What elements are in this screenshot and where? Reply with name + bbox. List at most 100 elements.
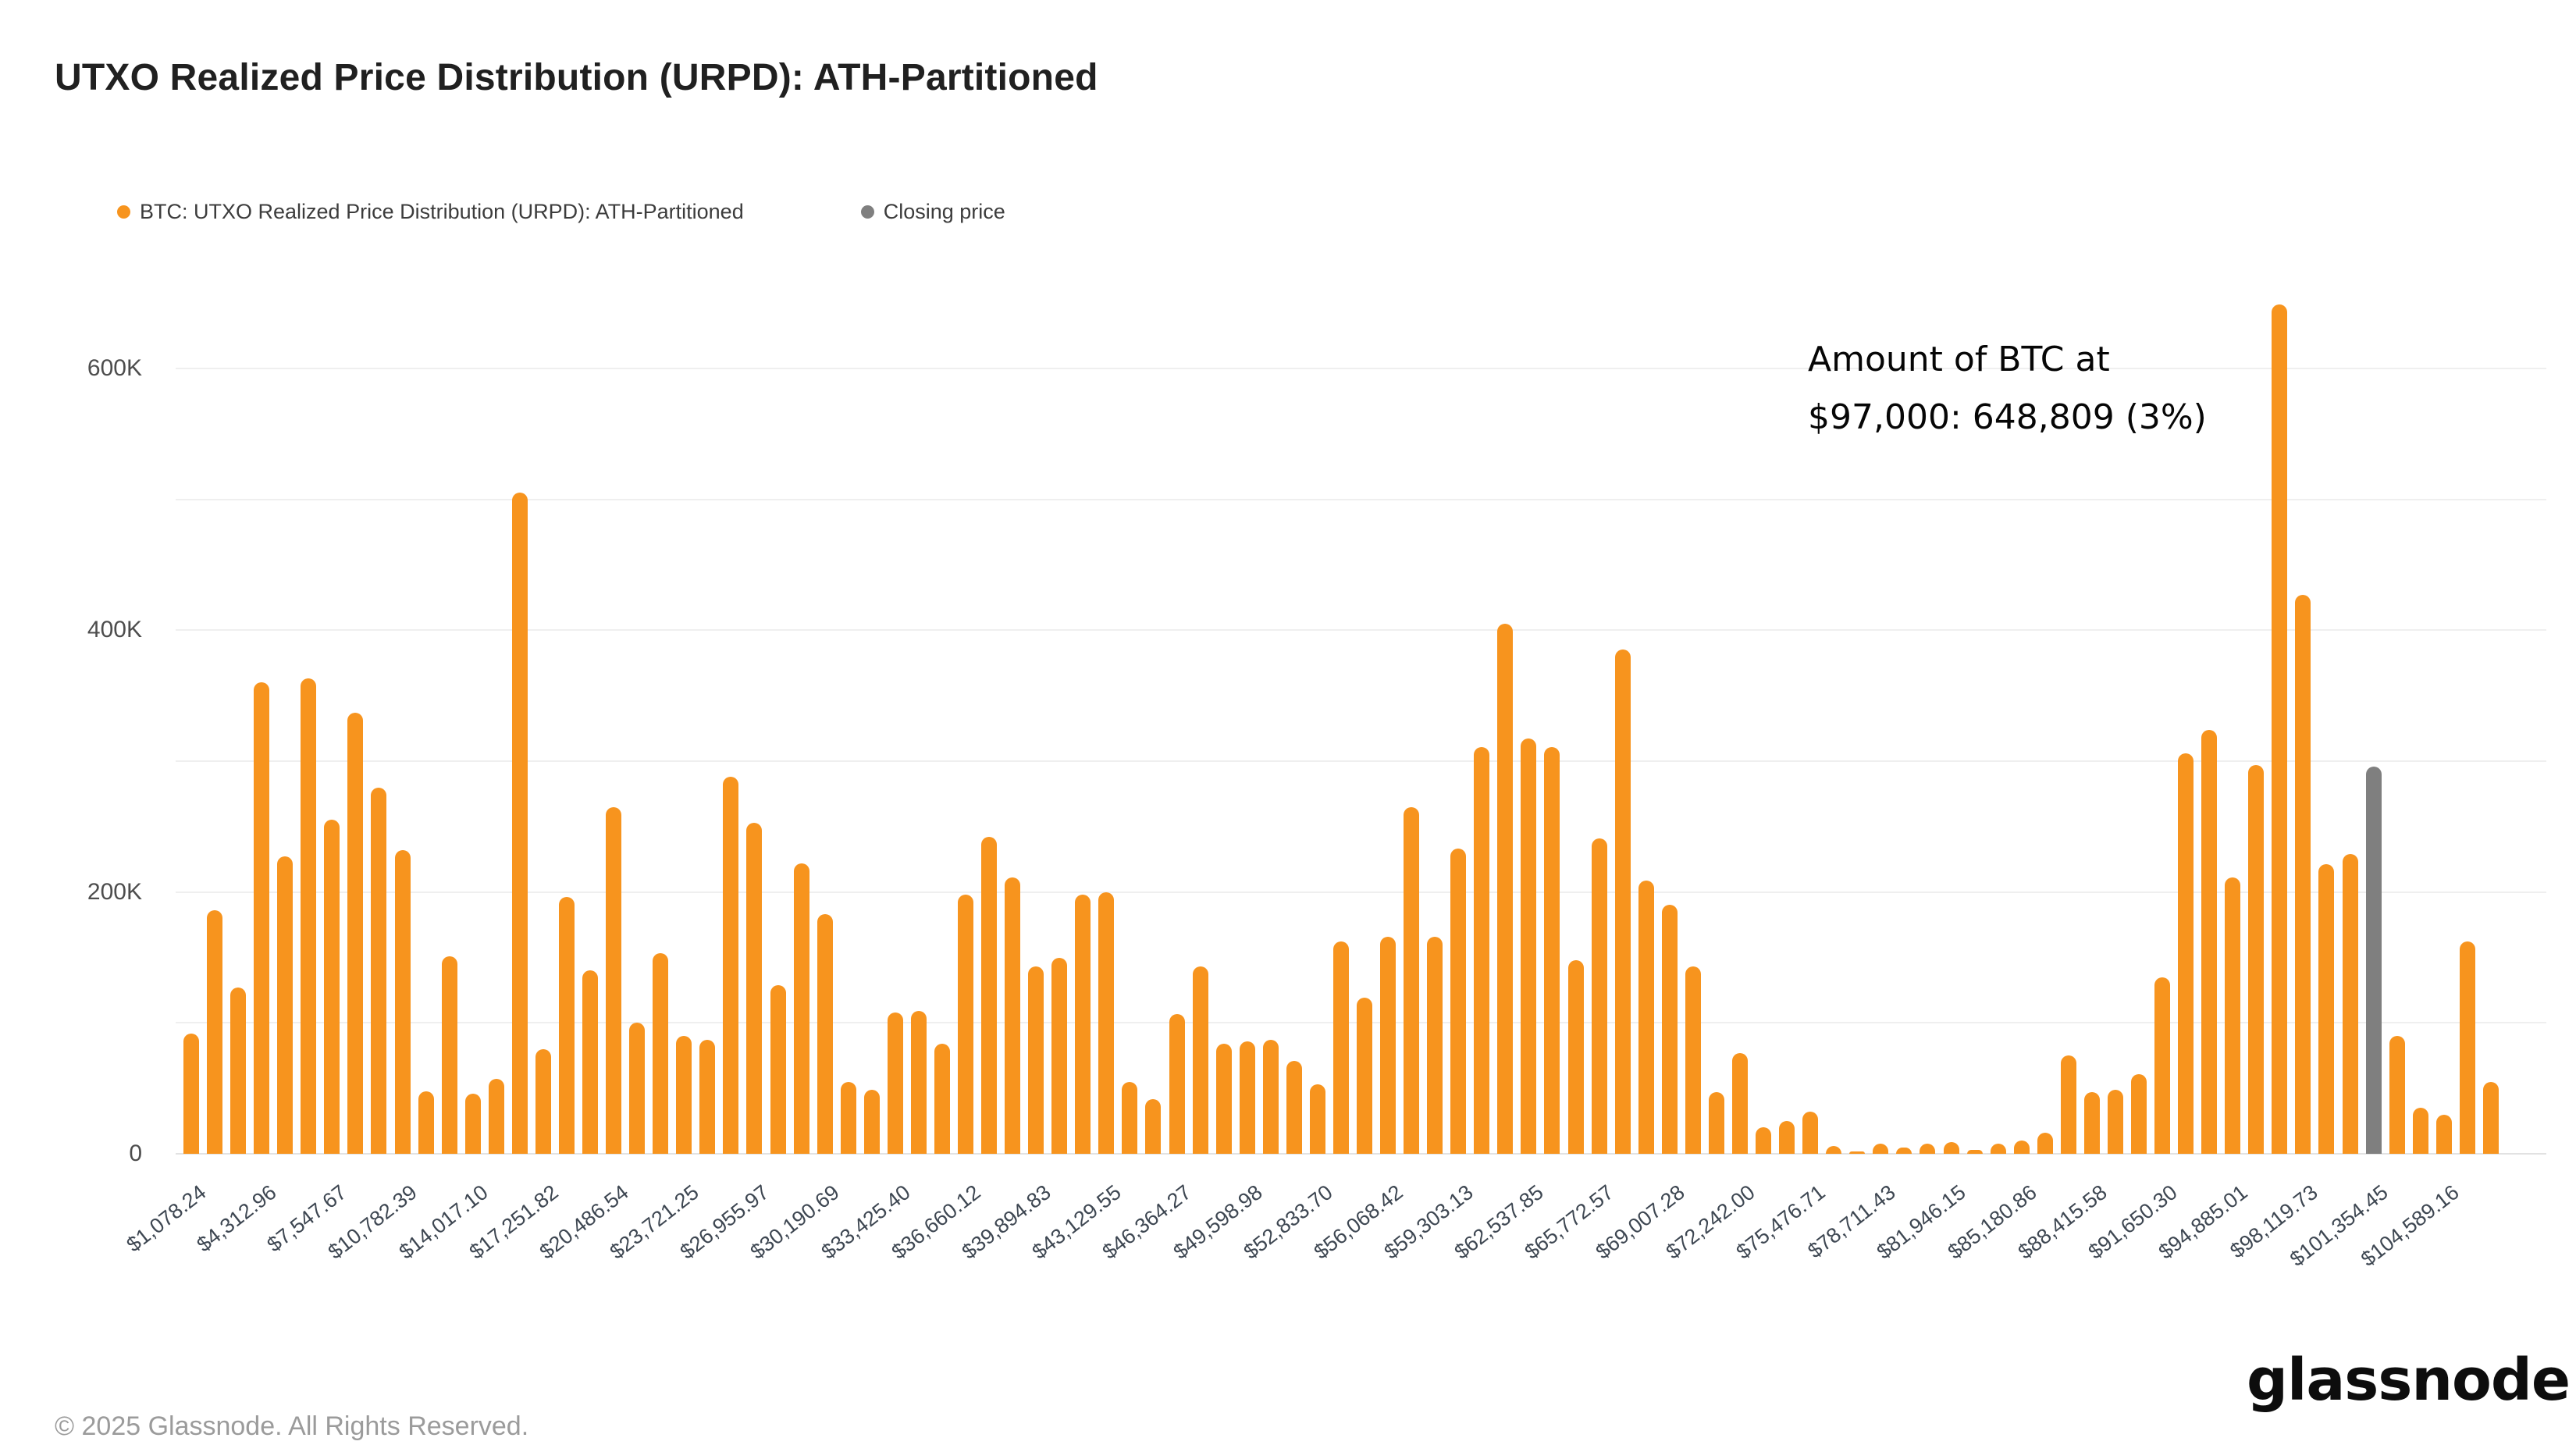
urpd-bar[interactable]	[1332, 941, 1349, 1154]
urpd-bar[interactable]	[535, 1048, 551, 1154]
urpd-bar[interactable]	[1708, 1092, 1724, 1154]
urpd-bar[interactable]	[1685, 966, 1701, 1154]
urpd-bar[interactable]	[2318, 864, 2335, 1154]
urpd-bar[interactable]	[1826, 1145, 1842, 1154]
urpd-bar[interactable]	[1779, 1121, 1795, 1154]
urpd-bar[interactable]	[1051, 957, 1068, 1154]
urpd-bar[interactable]	[1638, 880, 1654, 1154]
urpd-bar[interactable]	[910, 1011, 927, 1154]
urpd-bar[interactable]	[2013, 1141, 2030, 1154]
urpd-bar[interactable]	[1427, 936, 1443, 1154]
urpd-bar[interactable]	[2248, 765, 2265, 1154]
urpd-bar[interactable]	[863, 1089, 880, 1154]
urpd-bar[interactable]	[1380, 936, 1397, 1154]
urpd-bar[interactable]	[1661, 905, 1678, 1154]
urpd-bar[interactable]	[2037, 1133, 2053, 1154]
urpd-bar[interactable]	[2342, 854, 2358, 1154]
urpd-bar[interactable]	[817, 914, 833, 1154]
urpd-bar[interactable]	[606, 806, 622, 1154]
urpd-bar[interactable]	[347, 712, 364, 1154]
urpd-bar[interactable]	[1309, 1084, 1325, 1154]
urpd-bar[interactable]	[957, 895, 973, 1154]
urpd-bar[interactable]	[582, 970, 599, 1154]
urpd-bar[interactable]	[441, 956, 457, 1154]
legend-item-closing-price[interactable]: Closing price	[860, 200, 1005, 224]
urpd-bar[interactable]	[1005, 877, 1021, 1154]
urpd-bar[interactable]	[277, 856, 294, 1154]
urpd-bar[interactable]	[1544, 746, 1560, 1154]
urpd-bar[interactable]	[394, 850, 411, 1154]
legend-item-urpd[interactable]: BTC: UTXO Realized Price Distribution (U…	[117, 200, 744, 224]
urpd-bar[interactable]	[230, 988, 247, 1154]
urpd-bar[interactable]	[1521, 738, 1537, 1154]
urpd-bar[interactable]	[2435, 1114, 2452, 1154]
urpd-bar[interactable]	[1920, 1143, 1936, 1154]
urpd-bar[interactable]	[2060, 1055, 2076, 1154]
urpd-bar[interactable]	[1756, 1127, 1772, 1154]
urpd-bar[interactable]	[676, 1036, 692, 1154]
urpd-bar[interactable]	[1215, 1044, 1232, 1154]
urpd-bar[interactable]	[1966, 1149, 1983, 1154]
urpd-bar[interactable]	[1169, 1013, 1185, 1154]
urpd-bar[interactable]	[1262, 1040, 1279, 1154]
urpd-bar[interactable]	[1497, 623, 1514, 1154]
urpd-bar[interactable]	[1145, 1098, 1162, 1154]
urpd-bar[interactable]	[1474, 746, 1490, 1154]
urpd-bar[interactable]	[699, 1040, 716, 1154]
urpd-bar[interactable]	[653, 953, 669, 1154]
urpd-bar[interactable]	[2154, 977, 2171, 1154]
urpd-bar[interactable]	[1873, 1143, 1889, 1154]
urpd-bar[interactable]	[1990, 1143, 2006, 1154]
urpd-bar[interactable]	[840, 1081, 856, 1154]
urpd-bar[interactable]	[324, 820, 340, 1154]
urpd-bar[interactable]	[723, 777, 739, 1154]
urpd-bar[interactable]	[371, 787, 387, 1154]
urpd-bar[interactable]	[1614, 649, 1631, 1154]
urpd-bar[interactable]	[1075, 895, 1091, 1154]
urpd-bar[interactable]	[254, 682, 270, 1154]
urpd-bar[interactable]	[1028, 966, 1044, 1154]
urpd-bar[interactable]	[746, 822, 763, 1154]
urpd-bar[interactable]	[2389, 1036, 2405, 1154]
urpd-bar[interactable]	[1098, 891, 1115, 1154]
urpd-bar[interactable]	[183, 1033, 199, 1154]
urpd-bar[interactable]	[488, 1079, 504, 1154]
urpd-bar[interactable]	[418, 1091, 434, 1154]
urpd-bar[interactable]	[301, 678, 317, 1154]
urpd-bar[interactable]	[2083, 1092, 2100, 1154]
urpd-bar[interactable]	[981, 837, 998, 1154]
urpd-bar[interactable]	[1731, 1052, 1748, 1154]
urpd-bar[interactable]	[1896, 1147, 1912, 1154]
urpd-bar[interactable]	[1802, 1112, 1819, 1154]
urpd-bar[interactable]	[511, 493, 528, 1154]
urpd-bar[interactable]	[1404, 806, 1420, 1154]
urpd-bar[interactable]	[934, 1044, 950, 1154]
urpd-bar[interactable]	[2482, 1081, 2499, 1154]
urpd-bar[interactable]	[2201, 729, 2218, 1154]
urpd-bar[interactable]	[2225, 877, 2241, 1154]
urpd-bar[interactable]	[2295, 595, 2311, 1154]
urpd-bar[interactable]	[2272, 304, 2288, 1154]
urpd-bar[interactable]	[2412, 1108, 2428, 1154]
urpd-bar[interactable]	[1239, 1041, 1255, 1154]
urpd-bar[interactable]	[2459, 941, 2475, 1154]
urpd-bar[interactable]	[629, 1023, 646, 1154]
urpd-bar[interactable]	[1357, 998, 1372, 1154]
urpd-bar[interactable]	[793, 863, 809, 1154]
urpd-bar[interactable]	[1450, 849, 1467, 1154]
urpd-bar[interactable]	[887, 1012, 903, 1154]
urpd-bar[interactable]	[1122, 1081, 1138, 1154]
closing-price-bar[interactable]	[2365, 766, 2382, 1154]
urpd-bar[interactable]	[1567, 959, 1584, 1154]
urpd-bar[interactable]	[1591, 838, 1607, 1154]
urpd-bar[interactable]	[1943, 1141, 1959, 1154]
urpd-bar[interactable]	[2130, 1073, 2147, 1154]
urpd-bar[interactable]	[1192, 966, 1208, 1154]
urpd-bar[interactable]	[1286, 1060, 1302, 1154]
urpd-bar[interactable]	[2178, 753, 2194, 1154]
urpd-bar[interactable]	[464, 1093, 481, 1154]
urpd-bar[interactable]	[770, 984, 786, 1154]
urpd-bar[interactable]	[1849, 1151, 1866, 1154]
urpd-bar[interactable]	[558, 897, 575, 1154]
urpd-bar[interactable]	[2107, 1089, 2123, 1154]
